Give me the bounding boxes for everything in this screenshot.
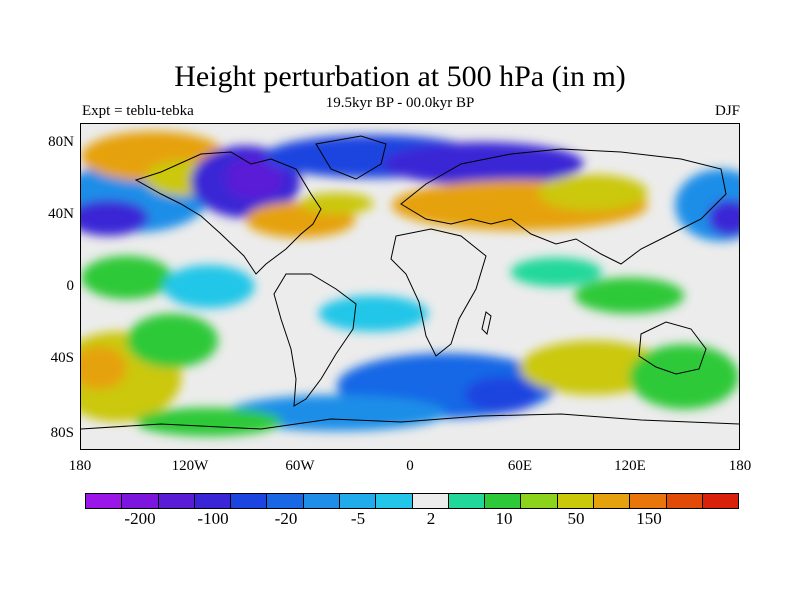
greenland-coastline: [315, 135, 387, 180]
antarctica-coastline: [81, 413, 739, 430]
y-tick-label-80s: 80S: [50, 425, 74, 441]
colorbar-segment: [630, 494, 667, 508]
colorbar-segment: [122, 494, 159, 508]
y-tick-label-0: 0: [66, 278, 75, 294]
map-panel: [80, 123, 740, 450]
colorbar-segment: [158, 494, 195, 508]
colorbar-segment: [339, 494, 377, 508]
colorbar-label-50: 50: [567, 509, 585, 528]
colorbar-label-minus-200: -200: [124, 509, 156, 528]
madagascar-coastline: [481, 311, 492, 335]
colorbar-segment: [557, 494, 594, 508]
y-tick-label-80n: 80N: [48, 134, 74, 150]
colorbar-segment: [376, 494, 413, 508]
anomaly-region: [318, 295, 429, 332]
colorbar-segment: [593, 494, 631, 508]
x-tick-label-180e: 180: [728, 458, 752, 474]
x-tick-label-0: 0: [406, 458, 414, 474]
colorbar-label-minus-20: -20: [274, 509, 298, 528]
colorbar-segment: [412, 494, 449, 508]
colorbar-segment: [303, 494, 340, 508]
europe-asia-coastline: [400, 148, 727, 265]
x-tick-label-120e: 120E: [614, 458, 646, 474]
plot-subtitle: 19.5kyr BP - 00.0kyr BP: [325, 95, 475, 111]
y-tick-label-40n: 40N: [48, 206, 74, 222]
anomaly-region: [81, 199, 149, 236]
colorbar-segment: [666, 494, 703, 508]
colorbar-segment: [702, 494, 739, 508]
anomaly-region: [464, 376, 538, 413]
colorbar-segment: [194, 494, 232, 508]
anomaly-region: [81, 346, 127, 390]
colorbar-label-minus-100: -100: [197, 509, 229, 528]
anomaly-region: [574, 277, 685, 314]
colorbar-segment: [267, 494, 304, 508]
colorbar-label-2: 2: [426, 509, 436, 528]
colorbar-segment: [86, 494, 123, 508]
anomaly-region: [629, 344, 739, 410]
south-america-coastline: [273, 273, 357, 407]
y-tick-label-40s: 40S: [50, 350, 74, 366]
anomaly-region: [510, 257, 602, 287]
x-tick-label-60e: 60E: [507, 458, 533, 474]
colorbar: [85, 493, 739, 509]
anomaly-region: [126, 313, 219, 368]
colorbar-label-10: 10: [495, 509, 513, 528]
africa-coastline: [390, 228, 487, 357]
anomaly-region: [300, 192, 374, 215]
anomaly-region: [81, 255, 173, 300]
colorbar-label-minus-5: -5: [350, 509, 366, 528]
x-tick-label-180w: 180: [68, 458, 92, 474]
experiment-label: Expt = teblu-tebka: [82, 103, 194, 119]
height-perturbation-map: [81, 124, 739, 449]
anomaly-region: [382, 142, 584, 186]
anomaly-region: [707, 199, 739, 236]
colorbar-segment: [231, 494, 268, 508]
anomaly-region: [537, 174, 648, 211]
colorbar-label-150: 150: [636, 509, 662, 528]
australia-coastline: [638, 321, 707, 375]
plot-title: Height perturbation at 500 hPa (in m): [174, 60, 626, 93]
x-tick-label-60w: 60W: [285, 458, 315, 474]
colorbar-segment: [485, 494, 522, 508]
anomaly-region: [135, 407, 283, 437]
colorbar-segment: [521, 494, 558, 508]
season-label: DJF: [714, 103, 740, 119]
anomaly-region: [519, 340, 666, 395]
colorbar-segment: [448, 494, 486, 508]
north-america-coastline: [134, 151, 322, 275]
anomaly-region: [163, 264, 255, 309]
anomaly-region: [225, 156, 284, 200]
x-tick-label-120w: 120W: [171, 458, 209, 474]
